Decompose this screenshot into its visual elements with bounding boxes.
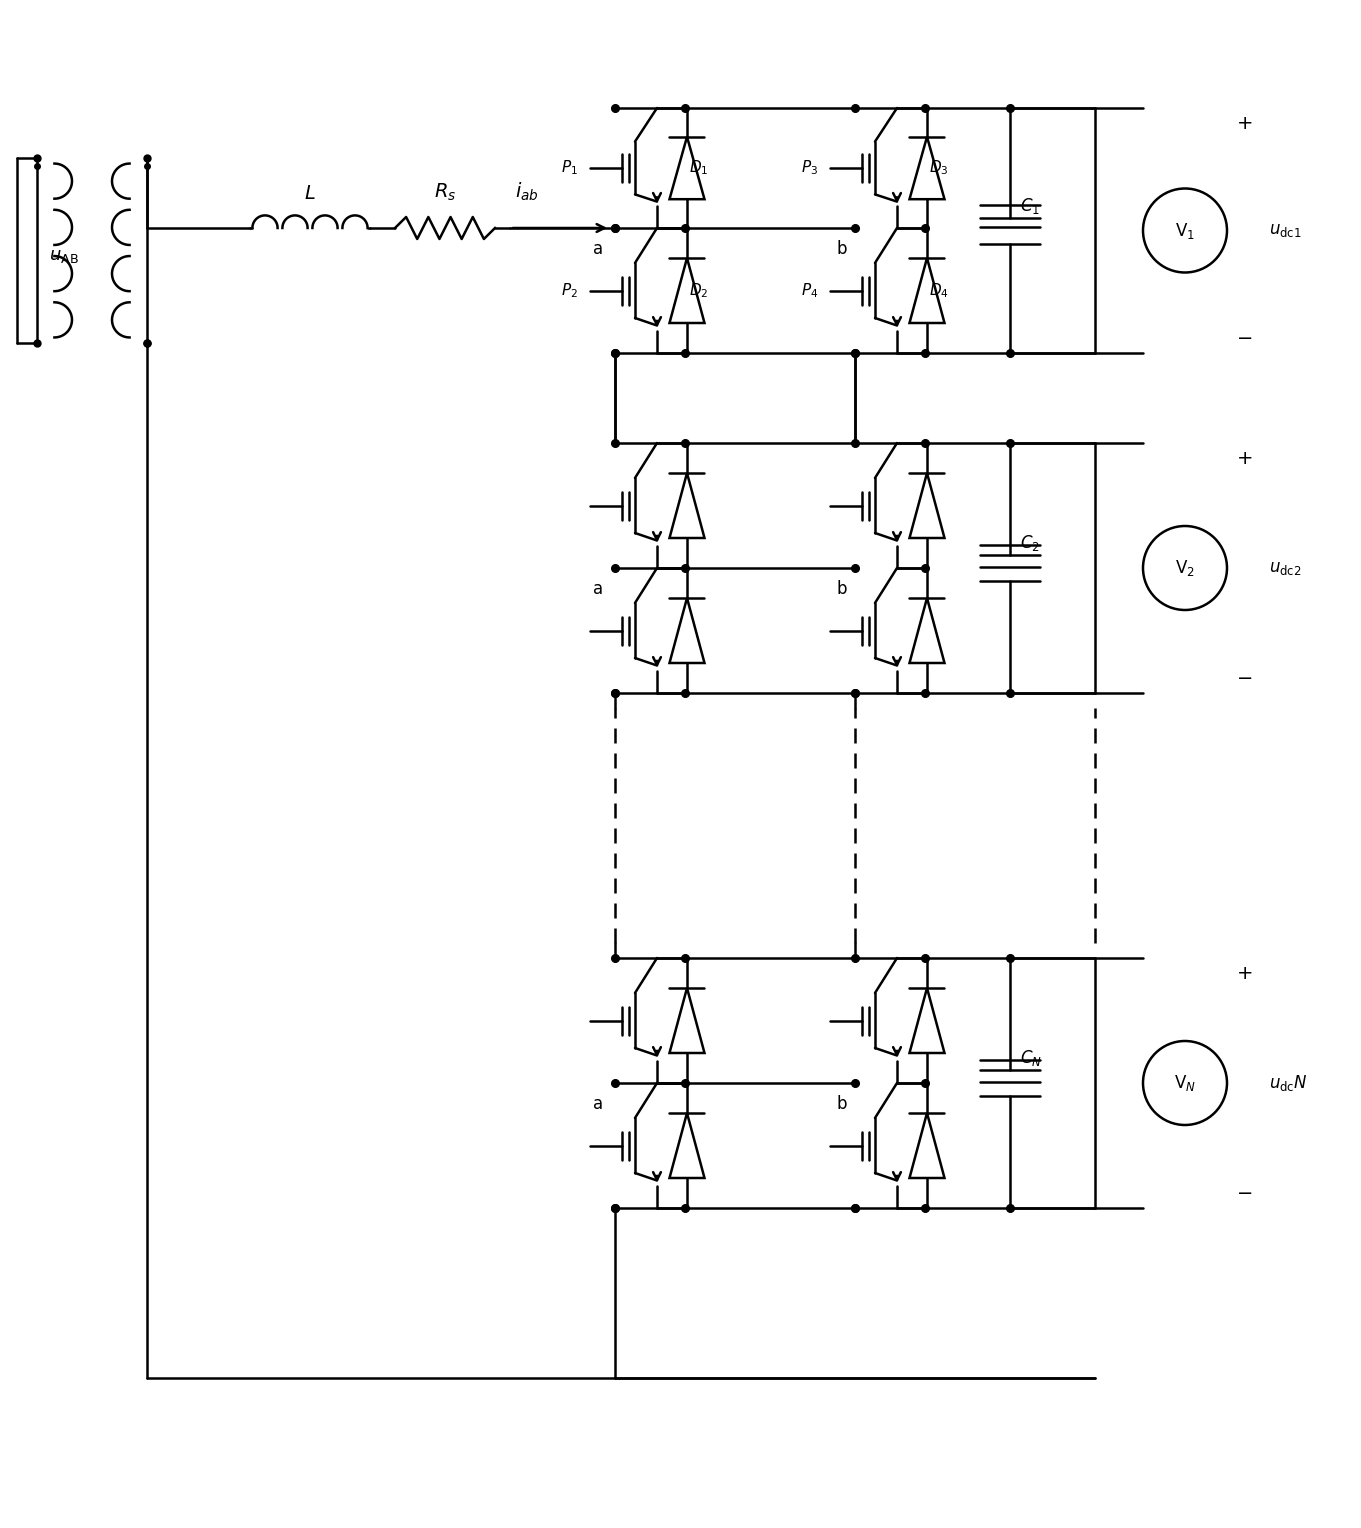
Text: $\mathrm{V}_N$: $\mathrm{V}_N$ bbox=[1175, 1073, 1196, 1093]
Text: $\mathrm{V}_1$: $\mathrm{V}_1$ bbox=[1175, 220, 1195, 240]
Text: $R_s$: $R_s$ bbox=[434, 182, 456, 203]
Text: $P_3$: $P_3$ bbox=[800, 159, 818, 177]
Text: $u_\mathrm{dc1}$: $u_\mathrm{dc1}$ bbox=[1268, 222, 1301, 238]
Text: −: − bbox=[1237, 1184, 1253, 1203]
Text: +: + bbox=[1237, 964, 1253, 983]
Text: +: + bbox=[1237, 449, 1253, 468]
Text: b: b bbox=[837, 1096, 847, 1112]
Text: $P_4$: $P_4$ bbox=[800, 281, 818, 299]
Text: $D_4$: $D_4$ bbox=[930, 281, 950, 299]
Text: $u_\mathrm{dc2}$: $u_\mathrm{dc2}$ bbox=[1268, 559, 1301, 576]
Text: $P_1$: $P_1$ bbox=[561, 159, 578, 177]
Text: $D_3$: $D_3$ bbox=[930, 159, 949, 177]
Text: −: − bbox=[1237, 669, 1253, 688]
Text: $i_{ab}$: $i_{ab}$ bbox=[514, 180, 539, 203]
Text: a: a bbox=[593, 1096, 603, 1112]
Text: −: − bbox=[1237, 329, 1253, 347]
Text: b: b bbox=[837, 581, 847, 597]
Text: $u_\mathrm{AB}$: $u_\mathrm{AB}$ bbox=[49, 246, 79, 264]
Text: $P_2$: $P_2$ bbox=[561, 281, 578, 299]
Text: $C_1$: $C_1$ bbox=[1019, 196, 1040, 215]
Text: a: a bbox=[593, 240, 603, 258]
Text: $\mathrm{V}_2$: $\mathrm{V}_2$ bbox=[1175, 558, 1195, 578]
Text: a: a bbox=[593, 581, 603, 597]
Text: b: b bbox=[837, 240, 847, 258]
Text: $D_1$: $D_1$ bbox=[690, 159, 709, 177]
Text: $D_2$: $D_2$ bbox=[690, 281, 709, 299]
Text: $C_2$: $C_2$ bbox=[1019, 533, 1040, 553]
Text: +: + bbox=[1237, 113, 1253, 133]
Text: $u_\mathrm{dc}N$: $u_\mathrm{dc}N$ bbox=[1268, 1073, 1308, 1093]
Text: $C_N$: $C_N$ bbox=[1019, 1048, 1043, 1068]
Text: $L$: $L$ bbox=[304, 185, 316, 203]
